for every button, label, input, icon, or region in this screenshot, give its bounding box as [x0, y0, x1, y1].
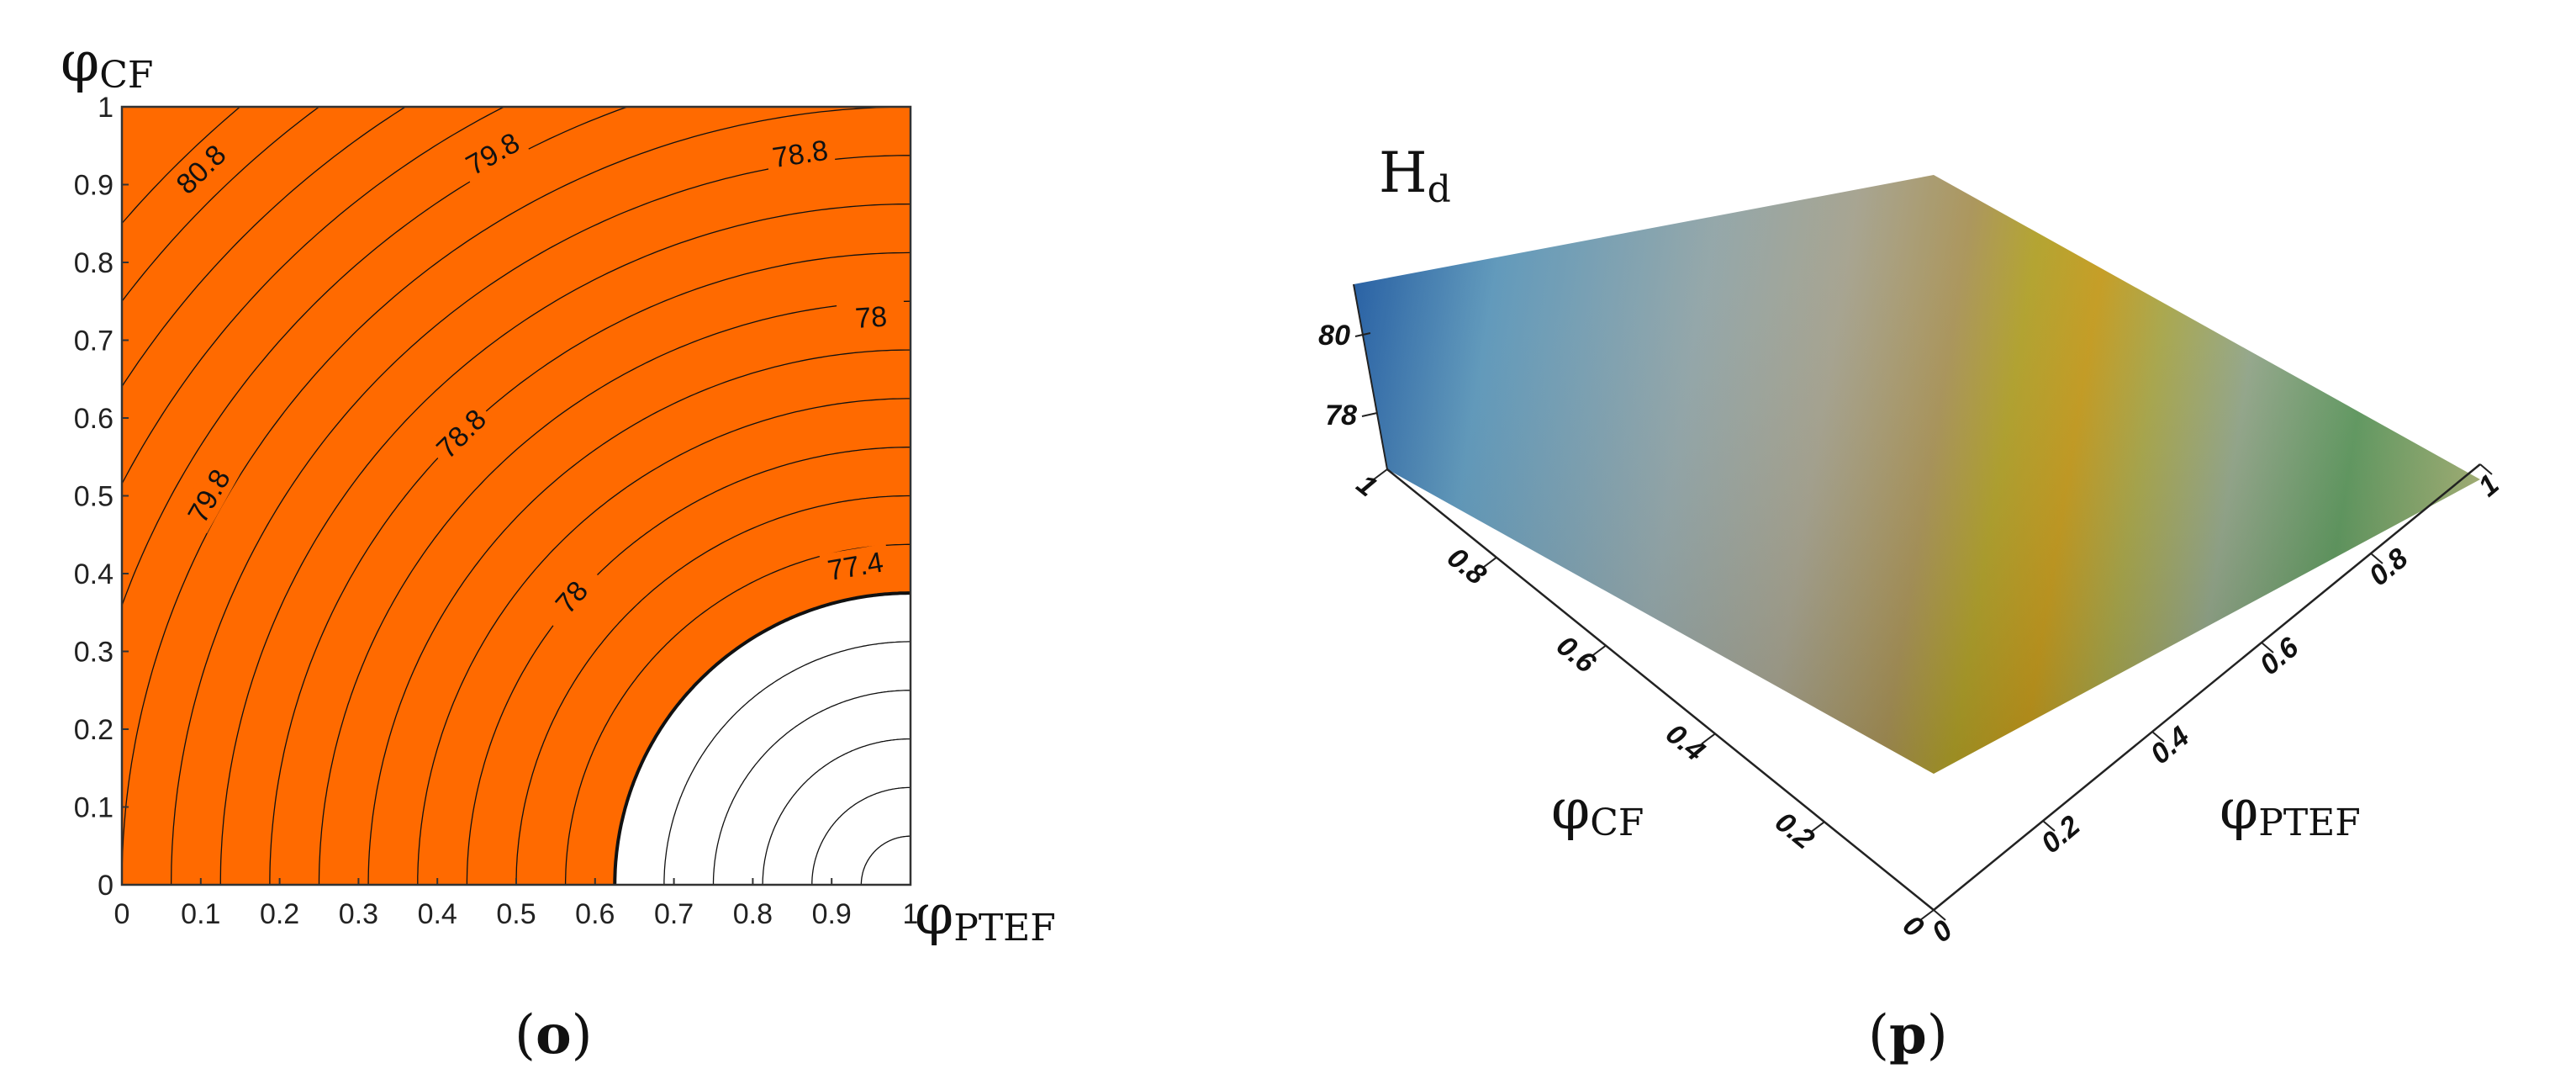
- cf-tick-mark: [1701, 733, 1716, 745]
- y-tick-label: 0.8: [74, 247, 113, 279]
- contour-panel: 0 0.1 0.2 0.3 0.4 0.5 0.6 0.7 0.8 0.9 1 0 0.1 0.2 0.3 0…: [61, 29, 1056, 1066]
- x-tick-label: 0.8: [733, 898, 773, 930]
- surface-shading: [1354, 175, 2480, 774]
- contour-line: [318, 300, 911, 885]
- ptef-axis: [1933, 463, 2481, 911]
- contour-line: [417, 398, 911, 885]
- contour-line: [122, 107, 630, 607]
- z-axis-label: Hd: [1379, 140, 1451, 211]
- contour-label-bg: [836, 298, 906, 336]
- x-tick-label: 0.6: [575, 898, 615, 930]
- ptef-tick-mark: [2479, 463, 2493, 475]
- contour-label-bg: [177, 458, 240, 534]
- contour-label-bg: [764, 131, 837, 176]
- contour-line: [663, 641, 911, 885]
- contour-line: [122, 107, 506, 485]
- x-tick-label: 0.5: [496, 898, 536, 930]
- z-tick-label: 78: [1325, 399, 1357, 431]
- z-tick-label: 80: [1318, 320, 1350, 352]
- y-tick-label: 0.1: [74, 792, 113, 824]
- region-below-threshold: [615, 593, 911, 885]
- cf-axis: [1386, 468, 1935, 911]
- y-tick-label: 0: [98, 870, 113, 902]
- ptef-tick-mark: [1933, 909, 1946, 921]
- ptef-tick-label: 0.2: [2035, 810, 2087, 860]
- contour-label-bg: [536, 560, 606, 634]
- contour-line: [811, 786, 911, 885]
- ptef-tick-mark: [2261, 642, 2274, 653]
- y-axis-label: φCF: [61, 29, 153, 97]
- contour-line: [762, 738, 911, 885]
- panel-label-o: (o): [515, 1003, 593, 1066]
- contour-line: [712, 690, 911, 885]
- ptef-tick-label: 1: [2473, 468, 2505, 503]
- panel-label-p: (p): [1868, 1003, 1948, 1066]
- y-tick-label: 1: [98, 92, 113, 124]
- contour-label-bg: [425, 398, 497, 469]
- cf-tick-mark: [1810, 821, 1825, 833]
- cf-tick-label: 1: [1350, 468, 1383, 503]
- contour-label-bg: [165, 133, 237, 205]
- y-tick-label: 0.9: [74, 170, 113, 202]
- contour-fill-region: [122, 107, 911, 885]
- contour-line: [860, 835, 911, 885]
- contour-line: [367, 349, 911, 885]
- z-tick-mark: [1354, 332, 1371, 337]
- y-tick-label: 0.3: [74, 637, 113, 669]
- contour-label-bg: [819, 543, 892, 589]
- x-tick-label: 0.7: [654, 898, 694, 930]
- contour-line: [170, 155, 911, 885]
- x-tick-label: 0: [114, 898, 130, 930]
- contour-line: [219, 203, 911, 885]
- cf-axis-label: φCF: [1551, 777, 1644, 844]
- contour-line: [122, 107, 911, 885]
- contour-ticks: 0 0.1 0.2 0.3 0.4 0.5 0.6 0.7 0.8 0.9 1 0 0.1 0.2 0.3 0…: [74, 92, 919, 930]
- ptef-axis-label: φPTEF: [2220, 777, 2361, 844]
- y-tick-label: 0.4: [74, 558, 113, 590]
- ptef-tick-mark: [2370, 553, 2383, 564]
- y-tick-label: 0.5: [74, 481, 113, 513]
- z-tick-mark: [1361, 412, 1378, 417]
- contour-line: [122, 107, 407, 388]
- contour-line: [122, 107, 320, 303]
- ptef-tick-mark: [2042, 820, 2056, 832]
- y-tick-label: 0.7: [74, 325, 113, 357]
- contour-line: [613, 591, 911, 885]
- x-tick-label: 0.3: [339, 898, 378, 930]
- ptef-tick-label: 0: [1926, 914, 1959, 949]
- y-tick-label: 0.6: [74, 403, 113, 435]
- cf-tick-mark: [1919, 909, 1935, 921]
- ptef-tick-mark: [2151, 731, 2165, 743]
- x-tick-label: 0.9: [812, 898, 852, 930]
- x-tick-label: 1: [903, 898, 919, 930]
- contour-line: [122, 107, 241, 225]
- x-axis-label: φPTEF: [915, 882, 1056, 950]
- cf-tick-label: 0: [1897, 909, 1929, 944]
- ptef-tick-label: 0.4: [2145, 721, 2196, 771]
- contour-label-bg: [455, 122, 531, 185]
- ptef-tick-label: 0.6: [2254, 631, 2305, 681]
- ptef-tick-label: 0.8: [2363, 542, 2415, 593]
- cf-tick-mark: [1482, 556, 1497, 569]
- cf-tick-mark: [1592, 644, 1607, 657]
- x-tick-label: 0.1: [181, 898, 220, 930]
- contour-label: 78: [854, 301, 888, 335]
- contour-lines: [122, 107, 911, 885]
- y-tick-label: 0.2: [74, 714, 113, 746]
- cf-tick-mark: [1373, 468, 1388, 480]
- x-tick-label: 0.4: [418, 898, 457, 930]
- contour-line: [515, 495, 911, 885]
- z-axis: [1353, 283, 1388, 470]
- x-tick-label: 0.2: [260, 898, 299, 930]
